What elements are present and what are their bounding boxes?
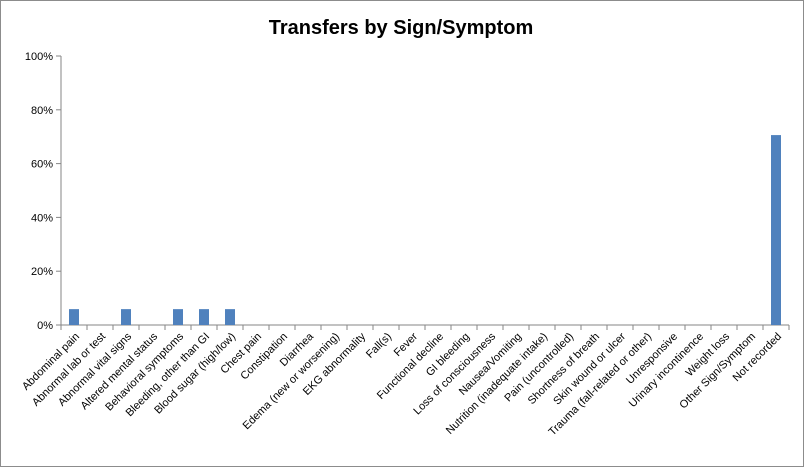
y-tick-label: 40% [31,212,53,224]
bar [173,309,183,325]
bar [121,309,131,325]
chart-title: Transfers by Sign/Symptom [269,17,534,39]
y-tick-label: 80% [31,105,53,117]
y-tick-label: 60% [31,159,53,171]
y-tick-label: 20% [31,266,53,278]
bar [771,135,781,325]
bar [225,309,235,325]
y-tick-label: 0% [37,320,53,332]
bar [199,309,209,325]
bar [69,309,79,325]
y-tick-label: 100% [25,51,53,63]
x-tick-label: Fall(s) [364,331,394,361]
